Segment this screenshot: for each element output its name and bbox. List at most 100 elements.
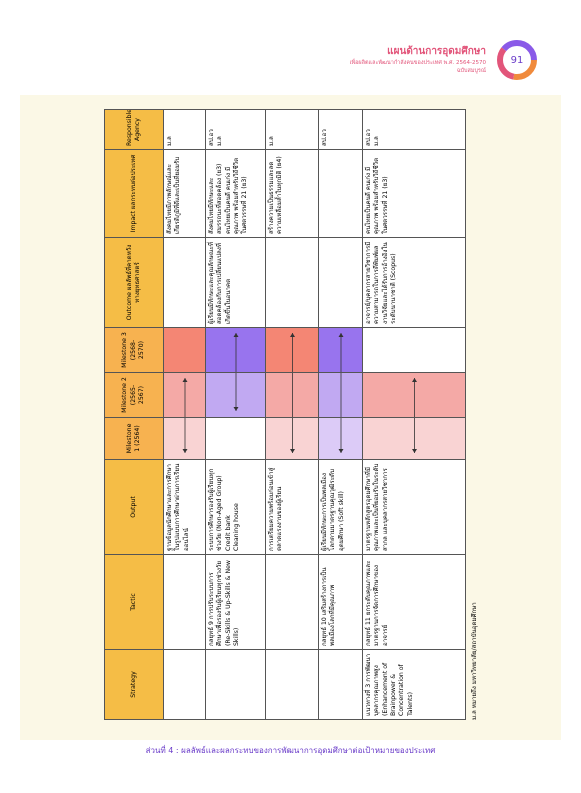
outcome-cell [163, 237, 206, 328]
milestone-cell [265, 417, 319, 460]
list-item: อาจารย์/บุคลากรสายวิชาการมีความสามารถในก… [365, 241, 398, 324]
milestone-arrow [292, 372, 293, 417]
milestone-arrow [340, 372, 342, 417]
column-header: Milestone 1 (2564) [104, 417, 164, 460]
strategy-cell: แนวทางที่ 3 การพัฒนาบุคลากรคุณภาพสูง (En… [362, 649, 466, 720]
milestone-arrow [290, 417, 295, 453]
output-cell: มาตรฐานหลักสูตรอุดมศึกษาที่มีคุณภาพและเป… [362, 459, 466, 555]
agency-cell: สป.อว ม.ล [205, 109, 266, 150]
column-header: Tactic [104, 554, 164, 650]
milestone-cell [362, 327, 466, 373]
outcome-cell: อาจารย์/บุคลากรสายวิชาการมีความสามารถในก… [362, 237, 466, 328]
strategy-cell [163, 649, 206, 720]
outcome-cell [265, 237, 319, 328]
list-item: ม.ล [216, 136, 224, 146]
header-title: แผนด้านการอุดมศึกษา [387, 46, 486, 57]
table-row: กลยุทธ์ 10 เสริมสร้างการเป็นพลเมืองโลกที… [318, 109, 363, 720]
strategy-cell [205, 649, 266, 720]
milestone-cell [318, 327, 363, 373]
column-header: Milestone 2 (2565-2567) [104, 372, 164, 418]
column-header: Output [104, 459, 164, 555]
milestone-arrow [233, 372, 239, 411]
impact-cell [318, 149, 363, 238]
output-cell: การเตรียมความพร้อมก่อนเข้าสู่ตลาดแรงงานข… [265, 459, 319, 555]
list-item: สป.อว [321, 129, 328, 146]
list-item: ม.ล [166, 136, 173, 146]
milestone-cell [163, 372, 206, 418]
milestone-arrow [412, 378, 417, 417]
milestone-cell [205, 417, 266, 460]
milestone-arrow [182, 417, 188, 453]
rotated-table: Strategy Tactic Output Milestone 1 (2564) Mi… [104, 109, 478, 720]
milestone-arrow [412, 417, 417, 453]
list-item: สป.อว [208, 129, 215, 146]
list-item: สร้างความเป็นธรรมและลดความเหลื่อมล้ำในทุ… [268, 156, 284, 234]
list-item: Cleaning house [233, 503, 241, 551]
list-item: สป.อว [365, 129, 372, 146]
column-header: Strategy [104, 649, 164, 720]
agency-cell: ม.ล [265, 109, 319, 150]
milestone-cell [205, 372, 266, 418]
milestone-cell [163, 327, 206, 373]
list-item: ระบบการศึกษารองรับผู้เรียนทุกช่วงวัย (No… [208, 468, 224, 551]
header-edition: ฉบับสมบูรณ์ [456, 68, 486, 74]
list-item: ม.ล [268, 136, 275, 146]
milestone-arrow [182, 378, 188, 417]
list-item: ม.ล [373, 136, 381, 146]
milestone-cell [205, 327, 266, 373]
output-cell: ระบบการศึกษารองรับผู้เรียนทุกช่วงวัย (No… [205, 459, 266, 555]
output-cell: ผู้เรียนมีทักษะการเป็นพลเมืองโลกตามมาตรฐ… [318, 459, 363, 555]
agency-cell: ม.ล [163, 109, 206, 150]
page-footer: ส่วนที่ 4 : ผลลัพธ์และผลกระทบของการพัฒนา… [145, 746, 436, 755]
list-item: การเตรียมความพร้อมก่อนเข้าสู่ตลาดแรงงานข… [268, 467, 284, 551]
outcome-cell [318, 237, 363, 328]
tactic-cell: กลยุทธ์ 9 การปรับระบบการศึกษาเพื่อรองรับ… [205, 554, 266, 650]
column-header: Responsible Agency [104, 109, 164, 150]
header-subtitle: เพื่อผลิตและพัฒนากำลังคนของประเทศ พ.ศ. 2… [349, 60, 486, 66]
strategy-cell [318, 649, 363, 720]
list-item: สังคมไทยมีภาพลักษณ์และเกียรติภูมิที่ดีแล… [166, 156, 182, 234]
list-item: สังคมไทยมีทักษะและสมรรถนะที่สอดคล้อง (ย3… [208, 163, 224, 234]
list-item: Credit bank [224, 515, 232, 551]
output-cell: ฐานข้อมูลนักศึกษาและการศึกษาในรูปแบบการศ… [163, 459, 206, 555]
tactic-cell [265, 554, 319, 650]
milestone-cell [265, 372, 319, 418]
milestone-cell [318, 417, 363, 460]
table-row: การเตรียมความพร้อมก่อนเข้าสู่ตลาดแรงงานข… [265, 109, 319, 720]
agency-cell: สป.อว ม.ล [362, 109, 466, 150]
table-row: กลยุทธ์ 9 การปรับระบบการศึกษาเพื่อรองรับ… [205, 109, 266, 720]
impact-cell: สังคมไทยมีทักษะและสมรรถนะที่สอดคล้อง (ย3… [205, 149, 266, 238]
list-item: ผู้เรียนมีทักษะการเป็นพลเมืองโลกตามมาตรฐ… [321, 469, 345, 551]
impact-cell: คนไทยเป็นคนดี คนเก่ง มีคุณภาพ พร้อมสำหรั… [362, 149, 466, 238]
tactic-cell: กลยุทธ์ 10 เสริมสร้างการเป็นพลเมืองโลกที… [318, 554, 363, 650]
agency-cell: สป.อว [318, 109, 363, 150]
list-item: ผู้เรียนมีทักษะและคุณลักษณะที่สอดคล้องกั… [208, 242, 232, 324]
tactic-cell: กลยุทธ์ 11 ยกระดับคุณภาพและมาตรฐานการจัด… [362, 554, 466, 650]
milestone-cell [362, 372, 466, 418]
page-badge: 91 [497, 40, 537, 80]
column-header: Outcome ผลลัพธ์ที่คาดหวังทางยุทธศาสตร์ [104, 237, 164, 328]
list-item: คนไทยเป็นคนดี คนเก่ง มีคุณภาพ พร้อมสำหรั… [224, 157, 249, 234]
column-header: Milestone 3 (2568-2570) [104, 327, 164, 373]
list-item: ฐานข้อมูลนักศึกษาและการศึกษาในรูปแบบการศ… [166, 463, 190, 551]
page-number: 91 [511, 55, 524, 66]
list-item: คนไทยเป็นคนดี คนเก่ง มีคุณภาพ พร้อมสำหรั… [365, 157, 389, 234]
milestone-arrow [290, 333, 295, 372]
milestone-cell [265, 327, 319, 373]
table-note: ม.ล หมายถึง มหาวิทยาลัย/สถาบันอุดมศึกษา [471, 602, 478, 720]
milestone-arrow [338, 417, 344, 453]
strategy-cell [265, 649, 319, 720]
impact-cell: สังคมไทยมีภาพลักษณ์และเกียรติภูมิที่ดีแล… [163, 149, 206, 238]
table-row: แนวทางที่ 3 การพัฒนาบุคลากรคุณภาพสูง (En… [362, 109, 466, 720]
header-row: Strategy Tactic Output Milestone 1 (2564) Mi… [104, 109, 164, 720]
strategy-table: Strategy Tactic Output Milestone 1 (2564) Mi… [104, 109, 466, 720]
outcome-cell: ผู้เรียนมีทักษะและคุณลักษณะที่สอดคล้องกั… [205, 237, 266, 328]
milestone-cell [362, 417, 466, 460]
column-header: Impact ผลกระทบต่อประเทศ [104, 149, 164, 238]
list-item: มาตรฐานหลักสูตรอุดมศึกษาที่มีคุณภาพและเป… [365, 463, 389, 551]
milestone-cell [318, 372, 363, 418]
milestone-cell [163, 417, 206, 460]
tactic-cell [163, 554, 206, 650]
impact-cell: สร้างความเป็นธรรมและลดความเหลื่อมล้ำในทุ… [265, 149, 319, 238]
